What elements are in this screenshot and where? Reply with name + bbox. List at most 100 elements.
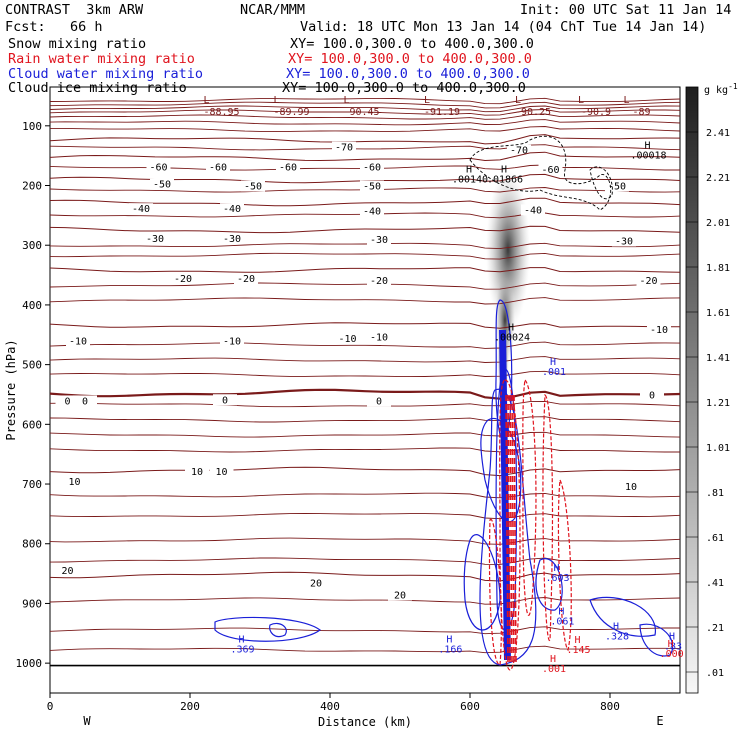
isotherm-label-bg	[367, 274, 391, 286]
isotherm-line	[49, 626, 680, 635]
maximum-value: .001	[542, 367, 566, 378]
isotherm-label: -50	[363, 182, 381, 193]
isotherm-label-bg	[55, 565, 80, 577]
x-axis-label: Distance (km)	[318, 715, 412, 729]
isotherm-label-bg	[234, 273, 258, 285]
isotherm-line	[49, 571, 681, 582]
cloud-water-contours	[214, 299, 674, 666]
colorbar-label: 1.81	[706, 263, 730, 274]
isotherm-label: -40	[363, 207, 381, 218]
maximum-value: .369	[230, 644, 254, 655]
isotherm-label: -10	[338, 334, 356, 345]
isotherm-label: -60	[541, 165, 559, 176]
y-tick-label: 200	[22, 180, 42, 193]
isotherm-label-bg	[360, 180, 384, 192]
isotherm-line	[49, 252, 681, 260]
isotherm-label: 10	[191, 467, 203, 478]
isotherm-label: -30	[223, 234, 241, 245]
rain-water-contours	[488, 378, 572, 671]
maximum-value: .00140	[452, 175, 488, 186]
low-marker: L	[624, 95, 630, 106]
isotherm-line	[49, 416, 681, 423]
x-tick-label: 600	[460, 700, 480, 713]
isotherm-label: 10	[68, 477, 80, 488]
isotherm-label-bg	[647, 323, 671, 335]
init-time: Init: 00 UTC Sat 11 Jan 14	[520, 2, 732, 18]
isotherm-label: -20	[370, 276, 388, 287]
isotherm-label: 0	[376, 396, 382, 407]
cloud-water-contour	[463, 534, 501, 631]
maximum-marker: H	[645, 141, 651, 152]
colorbar-label: .01	[706, 668, 724, 679]
isotherm-label-bg	[55, 395, 80, 407]
isotherm-label: -40	[524, 205, 542, 216]
isotherm-label-bg	[213, 394, 237, 406]
y-tick-label: 600	[22, 418, 42, 431]
colorbar-unit: g kg-1	[704, 82, 738, 96]
isotherm-line	[49, 447, 680, 453]
rain-water-contour	[499, 379, 521, 671]
cloud-water-contour	[639, 623, 674, 657]
isotherm-label: 0	[649, 390, 655, 401]
isotherm-line	[49, 322, 680, 329]
isotherm-line	[49, 113, 681, 120]
isotherm-label-bg	[367, 395, 391, 407]
maximum-value: .603	[545, 573, 569, 584]
low-value: -90.9	[581, 107, 611, 118]
maximum-marker: H	[501, 165, 507, 176]
isotherm-label: 0	[82, 396, 88, 407]
isotherm-label-bg	[220, 203, 244, 215]
field-xy-snow: XY= 100.0,300.0 to 400.0,300.0	[290, 36, 534, 52]
isotherm-line	[50, 126, 681, 133]
y-tick-label: 700	[22, 478, 42, 491]
isotherm-label: -60	[149, 162, 167, 173]
isotherm-label-bg	[360, 161, 384, 173]
isotherm-label-bg	[335, 332, 360, 344]
isotherm-label-bg	[332, 141, 356, 153]
isotherm-label: -30	[146, 234, 164, 245]
maximum-value: .166	[438, 644, 462, 655]
isotherm-label: 20	[394, 590, 406, 601]
isotherm-label: -30	[370, 235, 388, 246]
isotherm-label: -20	[639, 276, 657, 287]
y-axis-label: Pressure (hPa)	[4, 339, 18, 440]
low-value: -88.95	[203, 107, 239, 118]
y-tick-label: 100	[22, 120, 42, 133]
y-tick-label: 800	[22, 538, 42, 551]
isotherm-line	[49, 119, 681, 126]
cloud-water-contour	[479, 388, 537, 666]
x-tick-label: 800	[600, 700, 620, 713]
isotherm-label-bg	[360, 205, 384, 217]
cloud-water-contour	[535, 558, 563, 611]
cloud-ice-contours	[469, 135, 613, 211]
low-marker: L	[204, 95, 210, 106]
isotherm-line	[49, 97, 681, 105]
isotherm-label: -50	[153, 180, 171, 191]
rain-water-contour	[557, 477, 572, 652]
maximum-value: .145	[566, 645, 590, 656]
maxima-labels: H.00140H.01866H.00018H.00024H.001H.369H.…	[230, 141, 683, 675]
maximum-value: .01866	[487, 175, 523, 186]
maximum-marker: H	[466, 165, 472, 176]
isotherm-label-bg	[209, 465, 234, 477]
isotherm-label-bg	[521, 204, 545, 216]
colorbar-label: 2.21	[706, 173, 730, 184]
isotherm-label-bg	[185, 465, 209, 477]
colorbar-label: 2.41	[706, 128, 730, 139]
isotherm-label: -10	[650, 325, 668, 336]
isotherm-line	[49, 109, 681, 116]
isotherm-label: 20	[310, 579, 322, 590]
isotherm-line	[49, 645, 681, 654]
model-title: CONTRAST 3km ARW	[5, 2, 144, 18]
colorbar-label: .21	[706, 623, 724, 634]
isotherm-line	[49, 134, 681, 145]
isotherm-line	[49, 225, 681, 234]
maximum-marker: H	[575, 635, 581, 646]
isotherm-line	[49, 400, 681, 408]
low-value: -89	[632, 107, 650, 118]
rain-water-core	[507, 394, 511, 666]
rain-water-core	[513, 394, 517, 666]
temperature-isotherms: -70 -70-60 -60 -60 -60-60-50 -50 -50 -50-40 -40-…	[49, 97, 681, 667]
colorbar-label: .81	[706, 488, 724, 499]
field-xy-rain: XY= 100.0,300.0 to 400.0,300.0	[288, 51, 532, 67]
